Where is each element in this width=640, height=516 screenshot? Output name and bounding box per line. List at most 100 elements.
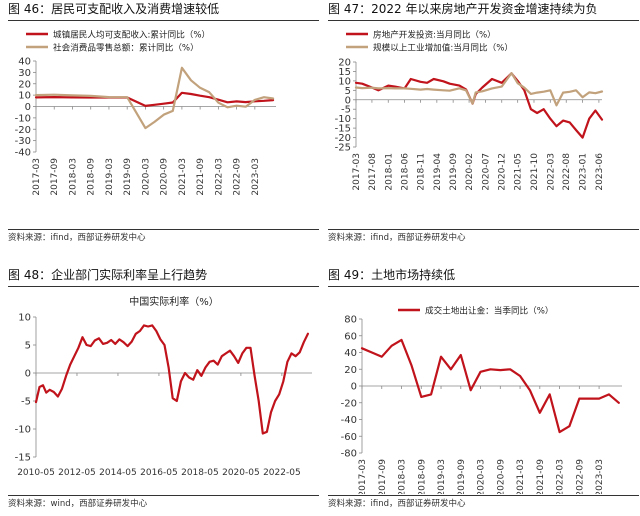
source-rule	[8, 495, 319, 496]
x-tick-label: 2021-03	[178, 158, 188, 196]
x-tick-label: 2022-05	[263, 468, 301, 478]
x-tick-label: 2022-03	[556, 459, 566, 494]
y-tick-label: 40	[344, 348, 357, 359]
x-tick-label: 2023-03	[595, 459, 605, 494]
y-tick-label: -40	[341, 415, 357, 426]
series-line	[34, 91, 275, 108]
title-rule	[8, 286, 319, 287]
chart-49: -80 -60 -40 -20 0 20 40 60 80 2017-03 2017-09 2018-…	[341, 305, 622, 494]
x-tick-label: 2020-09	[496, 459, 506, 494]
series-line	[360, 338, 620, 434]
legend-label: 成交土地出让金：当季同比（%）	[425, 305, 553, 317]
x-tick-label: 2018-06	[401, 153, 411, 191]
x-tick-label: 2020-03	[477, 459, 487, 494]
legend-label: 城镇居民人均可支配收入:累计同比（%）	[53, 29, 210, 41]
x-tick-label: 2010-05	[17, 468, 55, 478]
x-tick-label: 2022-03	[546, 153, 556, 191]
x-tick-label: 2019-03	[437, 459, 447, 494]
figure-title: 图 46：居民可支配收入及消费增速较低	[8, 2, 220, 16]
series-line	[34, 66, 275, 130]
title-rule	[8, 20, 319, 21]
legend-label: 社会消费品零售总额：累计同比（%）	[53, 42, 199, 54]
x-tick-label: 2023-06	[595, 153, 605, 191]
panel-49: 图 49：土地市场持续低 -80 -60 -40 -20 0 20 40 60 80 2017-0…	[328, 266, 639, 516]
chart-title: 中国实际利率（%）	[129, 295, 219, 308]
x-tick-label: 2020-03	[141, 158, 151, 196]
y-tick-label: -15	[335, 124, 351, 135]
source-note: 资料来源：wind，西部证券研发中心	[8, 499, 148, 509]
x-tick-label: 2017-03	[358, 459, 368, 494]
x-tick-label: 2022-09	[575, 459, 585, 494]
y-tick-label: -5	[21, 397, 31, 408]
legend-label: 规模以上工业增加值:当月同比（%）	[373, 42, 513, 54]
x-tick-label: 2023-03	[251, 158, 261, 196]
y-tick-label: 10	[338, 76, 351, 87]
panel-47: 图 47：2022 年以来房地产开发资金增速持续为负 -25 -20 -15 -10-…	[328, 0, 639, 250]
x-tick-label: 2018-03	[398, 459, 408, 494]
x-tick-label: 2016-05	[140, 468, 178, 478]
source-note: 资料来源：ifind，西部证券研发中心	[8, 233, 146, 243]
y-tick-label: -10	[15, 113, 31, 124]
y-tick-label: -20	[15, 125, 31, 136]
y-tick-label: 15	[338, 67, 351, 78]
y-tick-label: 10	[18, 91, 31, 102]
x-tick-label: 2020-07	[481, 153, 491, 191]
chart-48: -15 -10 -5 0 5 10 2010-05 2012-05 2014-05 2016-05…	[15, 295, 312, 478]
x-tick-label: 2020-02	[465, 153, 475, 191]
x-tick-label: 2022-08	[562, 153, 572, 191]
legend-label: 房地产开发投资:当月同比（%）	[373, 29, 496, 41]
y-tick-label: 40	[18, 57, 31, 68]
title-rule	[328, 286, 639, 287]
x-tick-label: 2017-09	[378, 459, 388, 494]
x-tick-label: 2018-09	[417, 459, 427, 494]
y-tick-label: 0	[25, 102, 31, 113]
source-rule	[8, 229, 319, 230]
y-tick-label: 30	[18, 68, 31, 79]
x-tick-label: 2020-12	[498, 153, 508, 191]
y-tick-label: -40	[15, 148, 31, 159]
series-line	[354, 71, 604, 107]
x-tick-label: 2023-01	[579, 153, 589, 191]
y-tick-label: -5	[341, 105, 351, 116]
y-tick-label: 20	[18, 79, 31, 90]
x-tick-label: 2017-03	[352, 153, 362, 191]
y-tick-label: -20	[335, 133, 351, 144]
x-tick-label: 2018-05	[181, 468, 219, 478]
x-tick-label: 2018-03	[68, 158, 78, 196]
x-tick-label: 2017-08	[368, 153, 378, 191]
x-tick-label: 2019-04	[433, 153, 443, 191]
x-tick-label: 2021-05	[514, 153, 524, 191]
source-note: 资料来源：ifind，西部证券研发中心	[328, 499, 466, 509]
y-tick-label: 0	[345, 95, 351, 106]
y-tick-label: 0	[351, 382, 357, 393]
y-tick-label: 0	[25, 369, 31, 380]
x-tick-label: 2021-09	[196, 158, 206, 196]
x-tick-label: 2018-01	[384, 153, 394, 191]
y-tick-label: -15	[15, 453, 31, 464]
x-tick-label: 2019-09	[449, 153, 459, 191]
x-tick-label: 2019-09	[457, 459, 467, 494]
source-rule	[328, 229, 639, 230]
x-tick-label: 2019-09	[123, 158, 133, 196]
y-tick-label: 20	[344, 365, 357, 376]
y-tick-label: -20	[341, 398, 357, 409]
y-tick-label: -30	[15, 136, 31, 147]
source-rule	[328, 495, 639, 496]
x-tick-label: 2021-09	[536, 459, 546, 494]
y-tick-label: 10	[18, 313, 31, 324]
title-rule	[328, 20, 639, 21]
x-tick-label: 2014-05	[99, 468, 137, 478]
figure-title: 图 47：2022 年以来房地产开发资金增速持续为负	[328, 2, 598, 16]
x-tick-label: 2022-09	[233, 158, 243, 196]
x-tick-label: 2012-05	[58, 468, 96, 478]
series-line	[34, 324, 309, 435]
x-tick-label: 2021-10	[530, 153, 540, 191]
x-tick-label: 2021-03	[516, 459, 526, 494]
panel-48: 图 48：企业部门实际利率呈上行趋势 -15 -10 -5 0 5 10 2010-05 20…	[8, 266, 319, 516]
x-tick-label: 2022-03	[214, 158, 224, 196]
y-tick-label: 20	[338, 58, 351, 69]
panel-46: 图 46：居民可支配收入及消费增速较低 -40 -30 -20 -10 0 10 20 30 4…	[8, 0, 319, 250]
y-tick-label: -60	[341, 432, 357, 443]
